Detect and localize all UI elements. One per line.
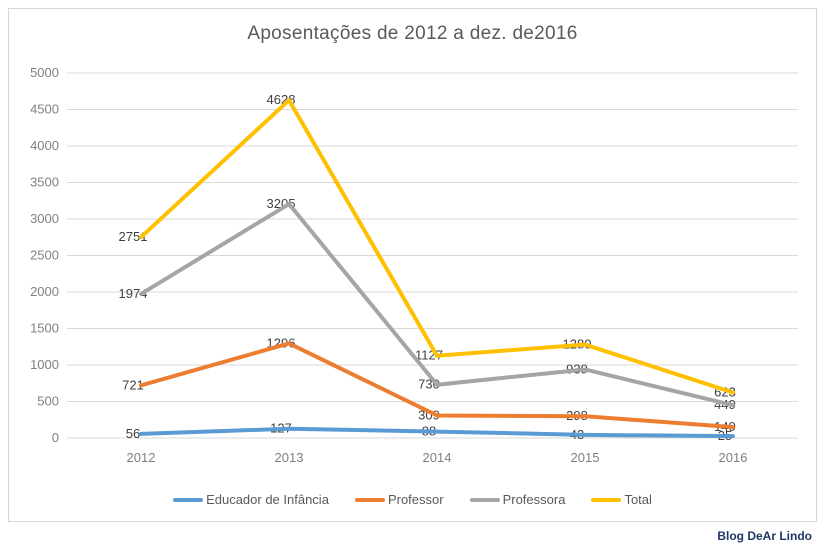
data-label: 309 [418,407,440,422]
series-line-professor [139,341,735,430]
chart-title: Aposentações de 2012 a dez. de2016 [247,23,578,44]
legend-item: Professor [354,492,444,507]
series-line-educador-de-inf-ncia [139,426,735,439]
y-axis-tick-label: 2500 [30,248,59,263]
data-label: 56 [126,426,140,441]
legend-item: Professora [469,492,566,507]
legend-swatch-icon [469,497,500,502]
legend-item: Total [591,492,652,507]
data-label: 1974 [119,286,148,301]
y-axis-tick-label: 4000 [30,138,59,153]
chart-legend: Educador de Infância Professor Professora T… [9,492,816,507]
data-label: 2751 [119,229,148,244]
x-axis-tick-label: 2014 [423,450,452,465]
line-chart-plot-area: 0 500 1000 1500 2000 2500 3000 3500 4000 4500 5000… [30,65,798,465]
y-axis-tick-label: 2000 [30,284,59,299]
legend-label: Total [624,492,652,507]
x-axis-tick-label: 2016 [719,450,748,465]
series-line-professora [139,202,735,408]
x-axis-tick-label: 2015 [571,450,600,465]
y-axis-tick-label: 3500 [30,175,59,190]
watermark-text: Blog DeAr Lindo [717,529,812,543]
y-axis-tick-label: 1500 [30,321,59,336]
x-axis-tick-label: 2013 [275,450,304,465]
data-label: 721 [122,377,144,392]
legend-label: Professora [502,492,566,507]
y-axis-tick-label: 500 [37,394,59,409]
chart-frame: Aposentações de 2012 a dez. de2016 0 500 1… [8,8,817,522]
legend-swatch-icon [591,497,622,502]
y-axis-tick-label: 0 [52,430,59,445]
data-label: 3205 [267,196,296,211]
legend-swatch-icon [173,497,204,502]
y-axis-tick-label: 3000 [30,211,59,226]
legend-item: Educador de Infância [173,492,329,507]
y-axis-tick-label: 4500 [30,102,59,117]
legend-label: Educador de Infância [206,492,329,507]
x-axis-tick-label: 2012 [127,450,156,465]
legend-label: Professor [387,492,444,507]
y-axis-tick-label: 5000 [30,65,59,80]
series-line-total [139,98,735,395]
legend-swatch-icon [354,497,385,502]
y-axis-tick-label: 1000 [30,357,59,372]
